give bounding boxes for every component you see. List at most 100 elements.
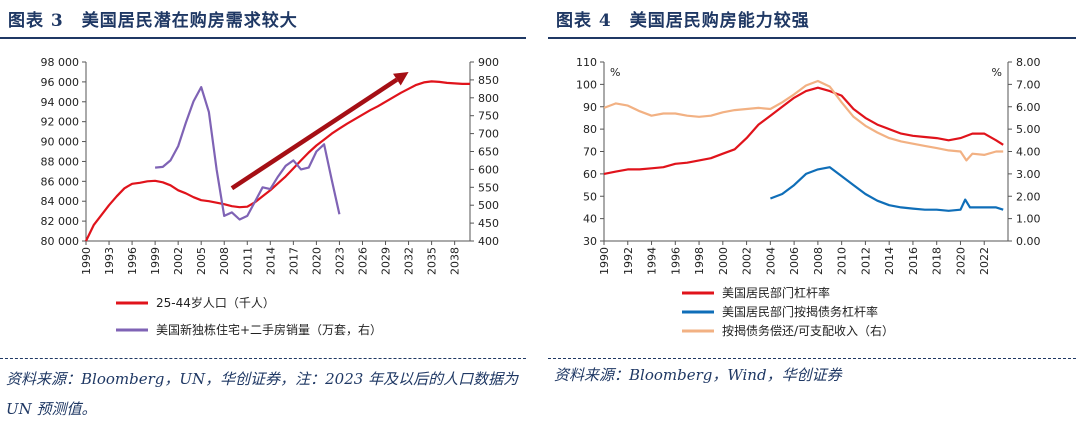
right-y-tick-label: 450 <box>478 217 499 230</box>
left-y-tick-label: 82 000 <box>41 215 80 228</box>
x-tick-label: 2017 <box>287 247 300 275</box>
x-tick-label: 2010 <box>836 247 849 275</box>
source-note: 资料来源：Bloomberg，UN，华创证券，注：2023 年及以后的人口数据为… <box>6 370 519 418</box>
right-y-tick-label: 500 <box>478 199 499 212</box>
x-tick-label: 2016 <box>907 247 920 275</box>
left-y-tick-label: 84 000 <box>41 195 80 208</box>
left-y-tick-label: 110 <box>576 56 597 69</box>
x-tick-label: 2005 <box>195 247 208 275</box>
x-tick-label: 1999 <box>149 247 162 275</box>
left-y-tick-label: 80 000 <box>41 235 80 248</box>
x-tick-label: 2018 <box>931 247 944 275</box>
right-y-tick-label: 600 <box>478 163 499 176</box>
left-y-tick-label: 80 <box>583 123 597 136</box>
x-tick-label: 2006 <box>788 247 801 275</box>
x-tick-label: 2008 <box>812 247 825 275</box>
left-y-tick-label: 92 000 <box>41 116 80 129</box>
left-y-tick-label: 98 000 <box>41 56 80 69</box>
x-tick-label: 2008 <box>218 247 231 275</box>
left-y-tick-label: 100 <box>576 78 597 91</box>
figure-title: 图表 4 美国居民购房能力较强 <box>556 6 810 31</box>
x-tick-label: 2022 <box>978 247 991 275</box>
right-figure-panel: 图表 4 美国居民购房能力较强 30 40 50 60 70 80 90 100 110 0.00 1… <box>548 0 1080 425</box>
figure-name: 美国居民购房能力较强 <box>629 11 810 31</box>
x-tick-label: 2020 <box>954 247 967 275</box>
legend-label-3: 按揭债务偿还/可支配收入（右） <box>722 323 894 338</box>
series-line-2 <box>770 166 1004 212</box>
title-rule <box>0 37 526 39</box>
left-y-tick-label: 86 000 <box>41 175 80 188</box>
x-tick-label: 1996 <box>126 247 139 275</box>
right-y-tick-label: 750 <box>478 110 499 123</box>
left-unit-label: % <box>610 66 620 79</box>
right-y-tick-label: 6.00 <box>1016 101 1041 114</box>
right-y-tick-label: 700 <box>478 128 499 141</box>
legend-label-2: 美国新独栋住宅+二手房销量（万套，右） <box>156 322 382 337</box>
x-tick-label: 2020 <box>310 247 323 275</box>
x-tick-label: 2026 <box>356 247 369 275</box>
legend-label-2: 美国居民部门按揭债务杠杆率 <box>722 304 878 319</box>
right-unit-label: % <box>992 66 1002 79</box>
series-line-1 <box>85 80 470 242</box>
trend-arrow-head <box>393 71 409 86</box>
left-y-tick-label: 94 000 <box>41 96 80 109</box>
right-y-tick-label: 4.00 <box>1016 146 1041 159</box>
x-tick-label: 2004 <box>764 247 777 275</box>
x-tick-label: 2035 <box>426 247 439 275</box>
right-y-tick-label: 5.00 <box>1016 123 1041 136</box>
x-tick-label: 1990 <box>598 247 611 275</box>
right-y-tick-label: 650 <box>478 146 499 159</box>
right-y-tick-label: 3.00 <box>1016 168 1041 181</box>
left-figure-panel: 图表 3 美国居民潜在购房需求较大 80 000 82 000 84 000 86 00… <box>0 0 530 425</box>
leverage-affordability-chart: 30 40 50 60 70 80 90 100 110 0.00 1.00 2.00 3.00 4.00… <box>576 56 1041 338</box>
left-y-tick-label: 30 <box>583 235 597 248</box>
x-tick-label: 2032 <box>403 247 416 275</box>
right-y-tick-label: 900 <box>478 56 499 69</box>
right-y-tick-label: 800 <box>478 92 499 105</box>
x-tick-label: 2023 <box>333 247 346 275</box>
x-tick-label: 1994 <box>646 247 659 275</box>
right-y-tick-label: 2.00 <box>1016 190 1041 203</box>
series-line-2 <box>155 85 341 221</box>
x-tick-label: 1996 <box>669 247 682 275</box>
right-y-tick-label: 550 <box>478 181 499 194</box>
x-tick-label: 2029 <box>380 247 393 275</box>
x-tick-label: 1992 <box>622 247 635 275</box>
title-rule <box>548 37 1076 39</box>
left-y-tick-label: 40 <box>583 213 597 226</box>
x-tick-label: 2002 <box>741 247 754 275</box>
right-y-tick-label: 850 <box>478 74 499 87</box>
x-tick-label: 2011 <box>241 247 254 275</box>
left-y-tick-label: 88 000 <box>41 155 80 168</box>
figure-name: 美国居民潜在购房需求较大 <box>81 11 298 31</box>
right-y-tick-label: 0.00 <box>1016 235 1041 248</box>
x-tick-label: 1990 <box>80 247 93 275</box>
trend-arrow-shaft <box>230 77 399 191</box>
x-tick-label: 2014 <box>883 247 896 275</box>
right-y-tick-label: 7.00 <box>1016 78 1041 91</box>
x-tick-label: 2014 <box>264 247 277 275</box>
right-y-tick-label: 400 <box>478 235 499 248</box>
population-housing-chart: 80 000 82 000 84 000 86 000 88 000 90 000 92 0… <box>41 56 500 337</box>
x-tick-label: 2012 <box>859 247 872 275</box>
figure-number: 图表 3 <box>8 11 64 31</box>
series-line-3 <box>603 79 1004 162</box>
legend-label-1: 美国居民部门杠杆率 <box>722 285 830 300</box>
right-y-tick-label: 8.00 <box>1016 56 1041 69</box>
x-tick-label: 2002 <box>172 247 185 275</box>
source-rule <box>0 358 526 360</box>
left-y-tick-label: 96 000 <box>41 76 80 89</box>
source-note: 资料来源：Bloomberg，Wind，华创证券 <box>554 366 842 384</box>
source-rule <box>548 358 1076 360</box>
legend-label-1: 25-44岁人口（千人） <box>156 295 275 310</box>
left-y-tick-label: 50 <box>583 190 597 203</box>
series-line-1 <box>603 86 1004 175</box>
left-y-tick-label: 60 <box>583 168 597 181</box>
right-y-tick-label: 1.00 <box>1016 213 1041 226</box>
left-y-tick-label: 90 000 <box>41 136 80 149</box>
x-tick-label: 2000 <box>717 247 730 275</box>
x-tick-label: 2038 <box>449 247 462 275</box>
x-tick-label: 1998 <box>693 247 706 275</box>
left-y-tick-label: 70 <box>583 146 597 159</box>
figure-number: 图表 4 <box>556 11 612 31</box>
